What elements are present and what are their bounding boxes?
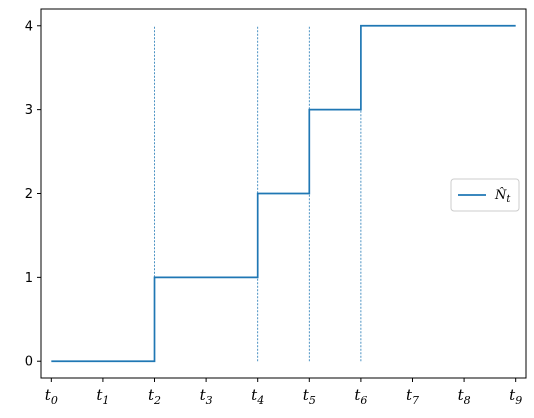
x-tick-label-7: t7	[406, 386, 419, 407]
y-tick-label-2: 2	[25, 187, 33, 202]
y-tick-label-0: 0	[25, 355, 33, 370]
x-tick-label-8: t8	[458, 386, 471, 407]
y-tick-label-4: 4	[25, 19, 33, 34]
x-tick-label-3: t3	[200, 386, 213, 407]
series-layer	[51, 24, 516, 363]
x-axis: t0 t1 t2 t3 t4 t5 t6 t7 t8 t9	[45, 378, 522, 407]
legend-label: N̂t	[494, 187, 511, 205]
x-tick-label-6: t6	[354, 386, 367, 407]
x-tick-label-5: t5	[303, 386, 316, 407]
y-tick-label-1: 1	[25, 271, 33, 286]
x-tick-label-2: t2	[148, 386, 161, 407]
x-tick-label-1: t1	[96, 386, 109, 407]
x-tick-label-9: t9	[509, 386, 522, 407]
series-line-0	[51, 24, 516, 363]
x-tick-label-0: t0	[45, 386, 58, 407]
y-tick-label-3: 3	[25, 103, 33, 118]
y-axis: 0 1 2 3 4	[25, 19, 41, 370]
x-tick-label-4: t4	[251, 386, 264, 407]
legend: N̂t	[450, 178, 520, 212]
